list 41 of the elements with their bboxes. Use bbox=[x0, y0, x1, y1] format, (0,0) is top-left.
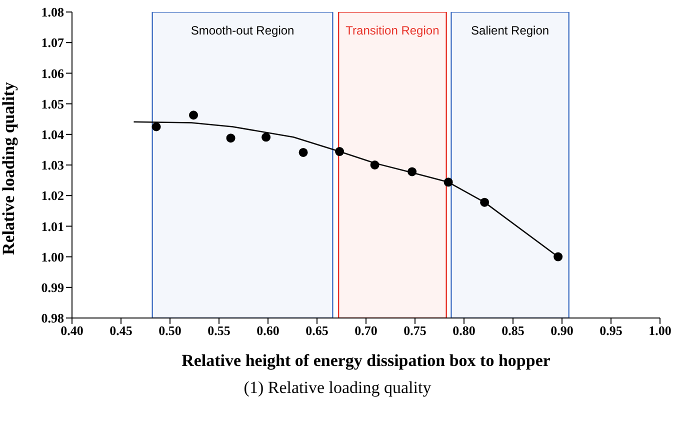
x-tick-label: 0.50 bbox=[158, 323, 182, 338]
y-tick-label: 1.07 bbox=[41, 35, 64, 50]
x-tick-label: 0.70 bbox=[354, 323, 378, 338]
y-tick-label: 1.02 bbox=[41, 188, 64, 204]
text: (1) Relative loading quality bbox=[242, 378, 432, 398]
point bbox=[189, 110, 198, 120]
x-axis-title: Relative height of energy dissipation box to hopper bbox=[182, 351, 551, 370]
point bbox=[370, 160, 380, 170]
band-label: Salient Region bbox=[471, 24, 550, 38]
x-tick-label: 0.85 bbox=[502, 323, 525, 338]
x-tick-label: 1.00 bbox=[648, 323, 672, 338]
x-tick-label: 0.60 bbox=[256, 323, 280, 338]
point bbox=[335, 147, 344, 156]
x-tick-label: 0.40 bbox=[60, 323, 84, 338]
x-tick-label: 0.95 bbox=[600, 323, 623, 338]
point bbox=[444, 178, 453, 187]
point bbox=[408, 167, 417, 176]
point bbox=[480, 198, 490, 207]
band-label: Transition Region bbox=[346, 24, 440, 38]
x-tick-label: 0.90 bbox=[550, 323, 574, 338]
point bbox=[554, 252, 563, 262]
y-tick-label: 1.05 bbox=[41, 96, 64, 112]
y-tick-label: 1.00 bbox=[41, 249, 64, 264]
y-tick-label: 0.99 bbox=[41, 280, 64, 296]
x-tick-label: 0.45 bbox=[110, 323, 133, 338]
point bbox=[262, 132, 271, 142]
y-tick-label: 1.03 bbox=[41, 158, 64, 173]
x-tick-label: 0.55 bbox=[208, 323, 231, 338]
y-tick-label: 1.04 bbox=[41, 127, 64, 142]
point bbox=[226, 134, 236, 143]
y-tick-label: 1.08 bbox=[41, 4, 64, 20]
y-tick-label: 1.01 bbox=[41, 218, 64, 234]
x-tick-label: 0.65 bbox=[306, 323, 329, 338]
band-label: Smooth-out Region bbox=[190, 24, 294, 38]
point bbox=[152, 122, 161, 132]
y-axis-title: Relative loading quality bbox=[0, 82, 18, 255]
y-tick-label: 1.06 bbox=[41, 66, 64, 81]
point bbox=[298, 148, 308, 157]
x-tick-label: 0.75 bbox=[404, 323, 427, 338]
x-tick-label: 0.80 bbox=[452, 323, 476, 338]
y-tick-label: 0.98 bbox=[41, 310, 64, 326]
